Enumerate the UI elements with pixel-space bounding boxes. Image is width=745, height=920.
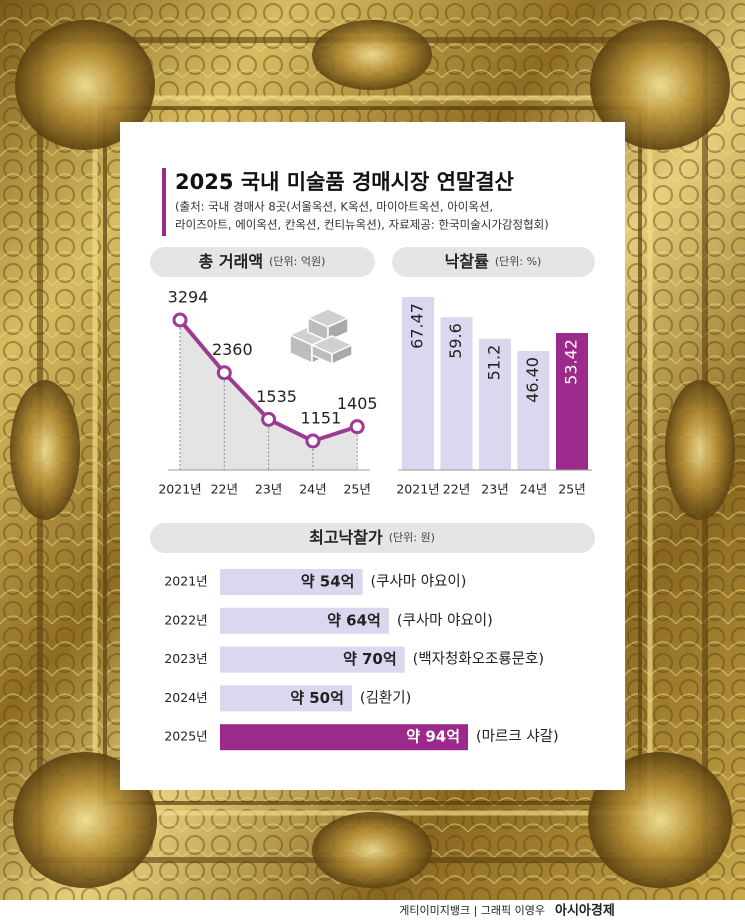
unit-label: (단위: %) xyxy=(495,255,541,268)
bar xyxy=(220,569,363,595)
point xyxy=(305,433,321,449)
section-header xyxy=(150,523,595,553)
x-tick-label: 2021년 xyxy=(158,482,201,497)
x-tick-label: 23년 xyxy=(255,482,282,497)
value-label: 51.2 xyxy=(485,345,504,381)
value-label: 약 50억 xyxy=(290,689,344,707)
bar xyxy=(402,297,434,470)
annotation: (마르크 샤갈) xyxy=(476,728,559,745)
money-icon xyxy=(288,308,354,366)
y-tick-label: 2025년 xyxy=(164,729,207,744)
x-tick-label: 22년 xyxy=(211,482,238,497)
value-label: 1535 xyxy=(256,387,297,406)
source-line: 라이즈아트, 에이옥션, 칸옥션, 컨티뉴옥션), 자료제공: 한국미술시가감정… xyxy=(175,218,549,232)
bar xyxy=(220,607,389,634)
source-line: (출처: 국내 경매사 8곳(서울옥션, K옥션, 마이아트옥션, 아이옥션, xyxy=(175,200,493,214)
section-title: 총 거래액 (단위: 억원) xyxy=(199,252,326,271)
value-label: 53.42 xyxy=(562,339,581,385)
x-tick-label: 2021년 xyxy=(396,482,439,497)
chart-title: 낙찰률 xyxy=(445,252,489,271)
value-label: 약 70억 xyxy=(343,650,397,668)
annotation: (쿠사마 야요이) xyxy=(370,573,466,590)
bar xyxy=(220,685,352,712)
point xyxy=(261,411,277,427)
annotation: (김환기) xyxy=(360,689,411,706)
x-tick-label: 22년 xyxy=(443,482,470,497)
chart-title: 최고낙찰가 xyxy=(309,528,383,547)
chart-title: 총 거래액 xyxy=(199,252,263,271)
section-header xyxy=(392,247,595,277)
y-tick-label: 2024년 xyxy=(164,690,207,705)
value-label: 46.40 xyxy=(523,357,542,403)
x-tick-label: 25년 xyxy=(343,482,370,497)
area xyxy=(180,320,358,470)
bar xyxy=(556,333,588,470)
unit-label: (단위: 억원) xyxy=(269,255,325,268)
x-tick-label: 24년 xyxy=(520,482,547,497)
point xyxy=(216,365,232,381)
annotation: (쿠사마 야요이) xyxy=(397,612,493,629)
y-tick-label: 2023년 xyxy=(164,651,207,666)
y-tick-label: 2021년 xyxy=(164,574,207,589)
credit: 게티이미지뱅크 | 그래픽 이영우 xyxy=(399,904,545,917)
bar xyxy=(220,646,405,673)
y-tick-label: 2022년 xyxy=(164,612,207,627)
section-header xyxy=(150,247,375,277)
point xyxy=(172,312,188,328)
x-tick-label: 24년 xyxy=(299,482,326,497)
title-accent xyxy=(162,168,166,236)
value-label: 약 64억 xyxy=(327,611,381,629)
unit-label: (단위: 원) xyxy=(389,531,435,544)
bar xyxy=(479,338,511,470)
value-label: 약 94억 xyxy=(406,728,460,746)
value-label: 1405 xyxy=(337,394,378,413)
bar xyxy=(220,724,468,751)
point xyxy=(349,419,365,435)
section-title: 낙찰률 (단위: %) xyxy=(445,252,542,271)
x-tick-label: 23년 xyxy=(481,482,508,497)
value-label: 약 54억 xyxy=(301,573,355,591)
value-label: 3294 xyxy=(168,288,209,307)
section-title: 최고낙찰가 (단위: 원) xyxy=(309,528,435,547)
value-label: 59.6 xyxy=(446,323,465,359)
value-label: 2360 xyxy=(212,340,253,359)
bar xyxy=(440,317,473,470)
footer-strip xyxy=(0,900,745,920)
title: 2025 국내 미술품 경매시장 연말결산 xyxy=(175,170,514,194)
x-tick-label: 25년 xyxy=(558,482,585,497)
bar xyxy=(517,351,550,470)
value-label: 1151 xyxy=(301,409,342,428)
annotation: (백자청화오조룡문호) xyxy=(413,651,544,668)
value-label: 67.47 xyxy=(408,303,427,349)
brand: 아시아경제 xyxy=(555,903,615,919)
